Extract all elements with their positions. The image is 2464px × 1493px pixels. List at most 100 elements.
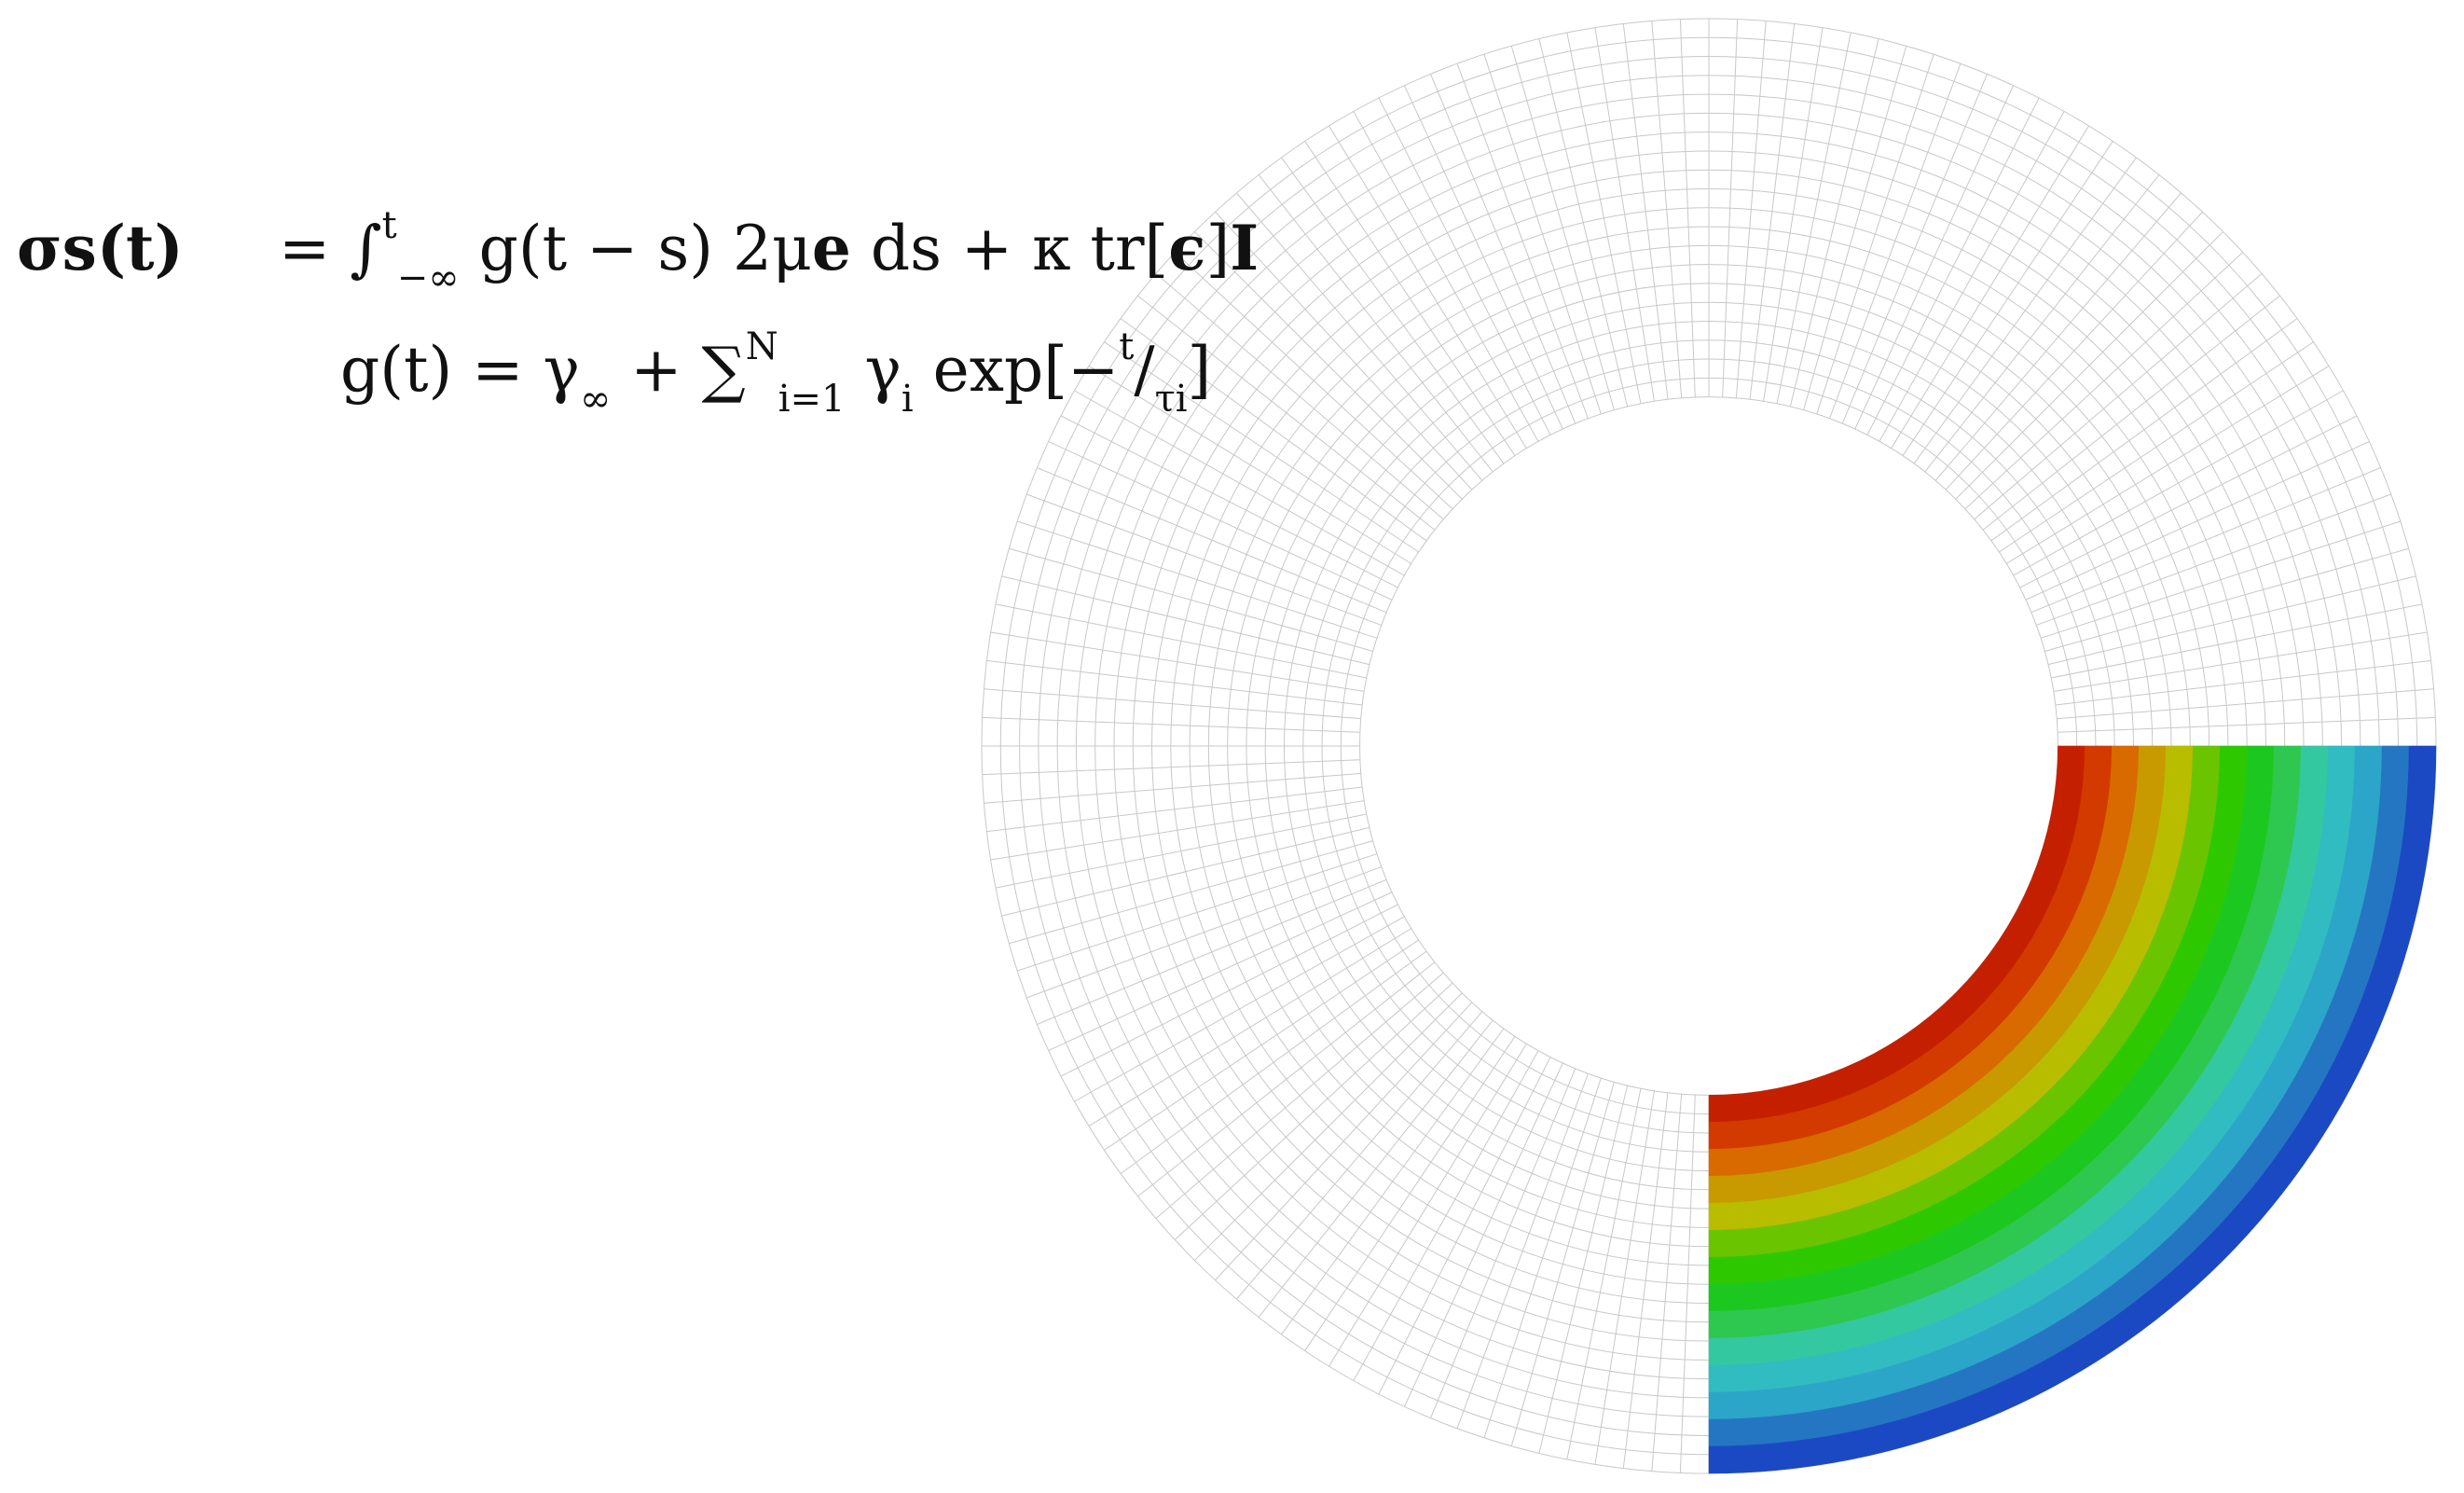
mesh-spoke bbox=[986, 786, 1363, 833]
mesh-spoke bbox=[2036, 493, 2391, 626]
mesh-spoke bbox=[1982, 295, 2280, 531]
mesh-spoke bbox=[1155, 972, 1444, 1219]
mesh-spoke bbox=[1378, 1057, 1551, 1395]
mesh-spoke bbox=[1510, 46, 1615, 410]
integral-sign: ∫ bbox=[350, 213, 382, 284]
mesh-spoke bbox=[1430, 74, 1576, 424]
stress-equation: σs(t) = ∫t −∞ g(t − s) 2μe ds + κ tr[ϵ]I bbox=[17, 207, 1259, 297]
mesh-spoke bbox=[1215, 211, 1473, 491]
mesh-spoke bbox=[1679, 1095, 1696, 1473]
mesh-spoke bbox=[1990, 318, 2298, 542]
sum-sign: ∑ bbox=[701, 334, 746, 406]
mesh-spoke bbox=[1403, 1062, 1563, 1407]
mesh-spoke bbox=[1037, 467, 1387, 614]
mesh-spoke bbox=[1060, 415, 1398, 588]
mesh-spoke bbox=[1816, 54, 1934, 415]
mesh-spoke bbox=[1841, 74, 1988, 424]
mesh-spoke bbox=[1999, 341, 2314, 553]
mesh-spoke bbox=[1017, 520, 1378, 639]
mesh-spoke bbox=[1651, 21, 1683, 398]
mesh-spoke bbox=[1037, 878, 1387, 1025]
mesh-spoke bbox=[1258, 174, 1494, 473]
mesh-spoke bbox=[1763, 27, 1824, 402]
mesh-spoke bbox=[1510, 1082, 1615, 1446]
equations: σs(t) = ∫t−∞ g(t − s) 2μe ds + κ tr[ϵ]I … bbox=[0, 0, 1398, 485]
mesh-spoke bbox=[1001, 575, 1370, 666]
mesh-spoke bbox=[1566, 32, 1642, 404]
mesh-spoke bbox=[2013, 390, 2344, 576]
mesh-spoke bbox=[1074, 390, 1405, 576]
mesh-spoke bbox=[1456, 63, 1589, 419]
mesh-spoke bbox=[1594, 1090, 1655, 1465]
mesh-spoke bbox=[1281, 1028, 1505, 1335]
mesh-spoke bbox=[1483, 1077, 1602, 1438]
integral-lower-limit: −∞ bbox=[396, 256, 460, 299]
mesh-spoke bbox=[995, 813, 1367, 889]
mesh-spoke bbox=[2044, 547, 2409, 652]
mesh-spoke bbox=[1155, 273, 1444, 520]
mesh-spoke bbox=[1594, 27, 1655, 402]
mesh-spoke bbox=[1378, 97, 1551, 435]
mesh-spoke bbox=[1483, 54, 1602, 415]
gamma-i-subscript: i bbox=[901, 378, 914, 421]
mesh-spoke bbox=[1776, 32, 1851, 404]
exp-term: exp[− bbox=[913, 334, 1120, 406]
plus-sign: + bbox=[611, 334, 702, 406]
mesh-spoke bbox=[1913, 157, 2137, 464]
mesh-spoke bbox=[1017, 853, 1378, 972]
mesh-spoke bbox=[1060, 904, 1398, 1077]
mesh-spoke bbox=[1026, 493, 1382, 626]
contour-band bbox=[1708, 745, 2437, 1474]
mesh-spoke bbox=[1026, 866, 1382, 999]
mesh-spoke bbox=[1328, 1043, 1527, 1367]
mesh-spoke bbox=[1622, 23, 1669, 400]
mesh-spoke bbox=[1622, 1092, 1669, 1469]
relaxation-lhs: g(t) = γ bbox=[340, 334, 580, 406]
mesh-spoke bbox=[1048, 892, 1393, 1052]
contour-quadrant bbox=[1708, 745, 2437, 1474]
mesh-spoke bbox=[1651, 1094, 1683, 1472]
mesh-spoke bbox=[2055, 659, 2431, 706]
fraction-numerator: t bbox=[1119, 325, 1135, 368]
mesh-spoke bbox=[1403, 85, 1563, 430]
mesh-spoke bbox=[1194, 231, 1463, 500]
mesh-spoke bbox=[1074, 916, 1405, 1102]
mesh-spoke bbox=[1353, 111, 1539, 442]
mesh-spoke bbox=[1137, 295, 1436, 531]
mesh-spoke bbox=[1120, 950, 1427, 1174]
mesh-spoke bbox=[1789, 38, 1879, 408]
mesh-spoke bbox=[1538, 1085, 1629, 1454]
mesh-spoke bbox=[2025, 440, 2370, 601]
mesh-spoke bbox=[990, 631, 1365, 692]
mesh-spoke bbox=[1174, 252, 1453, 510]
mesh-spoke bbox=[1924, 174, 2160, 473]
mesh-spoke bbox=[1974, 273, 2263, 520]
mesh-spoke bbox=[2030, 467, 2381, 614]
mesh-spoke bbox=[2040, 520, 2401, 639]
strain-symbol: ϵ bbox=[1168, 212, 1206, 284]
mesh-spoke bbox=[2019, 415, 2358, 588]
mesh-spoke bbox=[2047, 575, 2416, 666]
mesh-spoke bbox=[1236, 192, 1483, 481]
mesh-spoke bbox=[2058, 716, 2436, 733]
mesh-spoke bbox=[1104, 939, 1419, 1151]
fraction-slash: / bbox=[1134, 334, 1155, 406]
mesh-spoke bbox=[1304, 141, 1516, 456]
mesh-spoke bbox=[1353, 1050, 1539, 1381]
equals-sign: = bbox=[278, 213, 331, 284]
mesh-spoke bbox=[1803, 46, 1907, 410]
sum-lower-limit: i=1 bbox=[778, 378, 846, 421]
mesh-spoke bbox=[1679, 19, 1696, 397]
mesh-spoke bbox=[1430, 1068, 1576, 1418]
mesh-spoke bbox=[1258, 1019, 1494, 1318]
bracket-close: ] bbox=[1205, 213, 1231, 284]
mesh-spoke bbox=[1902, 141, 2113, 456]
mesh-spoke bbox=[984, 772, 1361, 804]
integrand: g(t − s) 2μ bbox=[459, 213, 812, 284]
mesh-spoke bbox=[1879, 111, 2065, 442]
mesh-spoke bbox=[1955, 231, 2223, 500]
mesh-spoke bbox=[1194, 992, 1463, 1261]
mesh-spoke bbox=[1866, 97, 2040, 435]
mesh-spoke bbox=[1749, 23, 1796, 400]
